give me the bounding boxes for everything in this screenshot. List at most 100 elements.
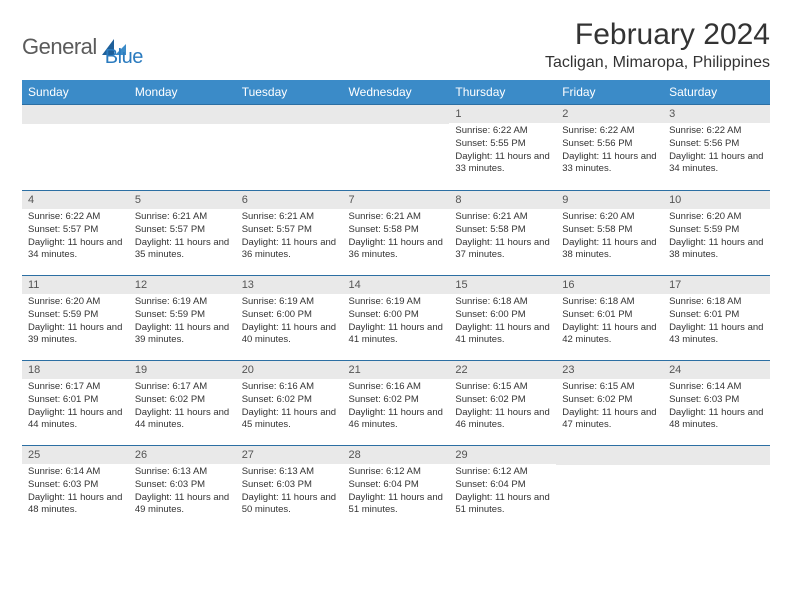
day-body [236,124,343,190]
day-body: Sunrise: 6:12 AMSunset: 6:04 PMDaylight:… [343,464,450,530]
sunset-text: Sunset: 6:00 PM [349,309,444,322]
daylight-text: Daylight: 11 hours and 36 minutes. [242,237,337,263]
daylight-text: Daylight: 11 hours and 49 minutes. [135,492,230,518]
day-number: 13 [236,276,343,294]
day-body: Sunrise: 6:17 AMSunset: 6:02 PMDaylight:… [129,379,236,445]
day-body: Sunrise: 6:16 AMSunset: 6:02 PMDaylight:… [343,379,450,445]
day-cell: 5Sunrise: 6:21 AMSunset: 5:57 PMDaylight… [129,191,236,276]
daylight-text: Daylight: 11 hours and 47 minutes. [562,407,657,433]
day-number: 7 [343,191,450,209]
day-cell: 29Sunrise: 6:12 AMSunset: 6:04 PMDayligh… [449,446,556,532]
daylight-text: Daylight: 11 hours and 38 minutes. [669,237,764,263]
day-cell: 20Sunrise: 6:16 AMSunset: 6:02 PMDayligh… [236,361,343,446]
daylight-text: Daylight: 11 hours and 48 minutes. [28,492,123,518]
day-cell: 10Sunrise: 6:20 AMSunset: 5:59 PMDayligh… [663,191,770,276]
daylight-text: Daylight: 11 hours and 34 minutes. [669,151,764,177]
sunrise-text: Sunrise: 6:14 AM [669,381,764,394]
sunrise-text: Sunrise: 6:12 AM [455,466,550,479]
day-body: Sunrise: 6:12 AMSunset: 6:04 PMDaylight:… [449,464,556,530]
sunset-text: Sunset: 6:01 PM [562,309,657,322]
day-number: 4 [22,191,129,209]
day-cell: 24Sunrise: 6:14 AMSunset: 6:03 PMDayligh… [663,361,770,446]
day-number-band [343,105,450,124]
day-body: Sunrise: 6:14 AMSunset: 6:03 PMDaylight:… [22,464,129,530]
day-cell: 13Sunrise: 6:19 AMSunset: 6:00 PMDayligh… [236,276,343,361]
sunset-text: Sunset: 5:58 PM [349,224,444,237]
day-cell: 6Sunrise: 6:21 AMSunset: 5:57 PMDaylight… [236,191,343,276]
daylight-text: Daylight: 11 hours and 38 minutes. [562,237,657,263]
sunrise-text: Sunrise: 6:18 AM [562,296,657,309]
week-row: 25Sunrise: 6:14 AMSunset: 6:03 PMDayligh… [22,446,770,532]
dow-row: Sunday Monday Tuesday Wednesday Thursday… [22,80,770,105]
day-number: 5 [129,191,236,209]
sunset-text: Sunset: 6:00 PM [455,309,550,322]
daylight-text: Daylight: 11 hours and 36 minutes. [349,237,444,263]
day-number: 9 [556,191,663,209]
day-body: Sunrise: 6:13 AMSunset: 6:03 PMDaylight:… [129,464,236,530]
day-body: Sunrise: 6:18 AMSunset: 6:01 PMDaylight:… [663,294,770,360]
sunrise-text: Sunrise: 6:20 AM [562,211,657,224]
sunrise-text: Sunrise: 6:12 AM [349,466,444,479]
sunrise-text: Sunrise: 6:14 AM [28,466,123,479]
day-cell: 4Sunrise: 6:22 AMSunset: 5:57 PMDaylight… [22,191,129,276]
day-number: 23 [556,361,663,379]
day-number: 18 [22,361,129,379]
day-cell: 22Sunrise: 6:15 AMSunset: 6:02 PMDayligh… [449,361,556,446]
day-body: Sunrise: 6:21 AMSunset: 5:58 PMDaylight:… [449,209,556,275]
sunrise-text: Sunrise: 6:21 AM [349,211,444,224]
day-body: Sunrise: 6:13 AMSunset: 6:03 PMDaylight:… [236,464,343,530]
sunrise-text: Sunrise: 6:15 AM [455,381,550,394]
day-cell: 26Sunrise: 6:13 AMSunset: 6:03 PMDayligh… [129,446,236,532]
calendar-body: 1 Sunrise: 6:22 AM Sunset: 5:55 PM Daylight… [22,105,770,532]
day-number: 1 [449,105,556,123]
day-body: Sunrise: 6:19 AMSunset: 6:00 PMDaylight:… [236,294,343,360]
sunset-text: Sunset: 6:04 PM [349,479,444,492]
sunset-text: Sunset: 6:02 PM [562,394,657,407]
day-body: Sunrise: 6:17 AMSunset: 6:01 PMDaylight:… [22,379,129,445]
day-body: Sunrise: 6:18 AMSunset: 6:01 PMDaylight:… [556,294,663,360]
calendar-table: Sunday Monday Tuesday Wednesday Thursday… [22,80,770,531]
day-body: Sunrise: 6:16 AMSunset: 6:02 PMDaylight:… [236,379,343,445]
day-body: Sunrise: 6:15 AMSunset: 6:02 PMDaylight:… [449,379,556,445]
day-number: 26 [129,446,236,464]
day-body [663,465,770,531]
sunrise-text: Sunrise: 6:21 AM [135,211,230,224]
day-body: Sunrise: 6:20 AMSunset: 5:58 PMDaylight:… [556,209,663,275]
sunrise-text: Sunrise: 6:16 AM [349,381,444,394]
dow-thursday: Thursday [449,80,556,105]
sunrise-text: Sunrise: 6:22 AM [28,211,123,224]
day-number-band [556,446,663,465]
sunrise-text: Sunrise: 6:17 AM [135,381,230,394]
day-cell: 9Sunrise: 6:20 AMSunset: 5:58 PMDaylight… [556,191,663,276]
sunrise-text: Sunrise: 6:22 AM [669,125,764,138]
logo-word1: General [22,34,97,60]
daylight-text: Daylight: 11 hours and 46 minutes. [455,407,550,433]
day-body: Sunrise: 6:18 AMSunset: 6:00 PMDaylight:… [449,294,556,360]
daylight-text: Daylight: 11 hours and 33 minutes. [562,151,657,177]
daylight-text: Daylight: 11 hours and 51 minutes. [455,492,550,518]
day-body: Sunrise: 6:21 AMSunset: 5:58 PMDaylight:… [343,209,450,275]
day-body: Sunrise: 6:20 AMSunset: 5:59 PMDaylight:… [22,294,129,360]
daylight-text: Daylight: 11 hours and 37 minutes. [455,237,550,263]
sunrise-text: Sunrise: 6:20 AM [28,296,123,309]
day-cell: 23Sunrise: 6:15 AMSunset: 6:02 PMDayligh… [556,361,663,446]
daylight-text: Daylight: 11 hours and 45 minutes. [242,407,337,433]
sunrise-text: Sunrise: 6:21 AM [242,211,337,224]
sunset-text: Sunset: 5:56 PM [669,138,764,151]
sunrise-text: Sunrise: 6:19 AM [135,296,230,309]
sunset-text: Sunset: 5:55 PM [455,138,550,151]
month-title: February 2024 [545,18,770,52]
day-cell: 17Sunrise: 6:18 AMSunset: 6:01 PMDayligh… [663,276,770,361]
day-body [129,124,236,190]
daylight-text: Daylight: 11 hours and 41 minutes. [349,322,444,348]
sunset-text: Sunset: 6:02 PM [242,394,337,407]
daylight-text: Daylight: 11 hours and 44 minutes. [135,407,230,433]
day-body: Sunrise: 6:15 AMSunset: 6:02 PMDaylight:… [556,379,663,445]
day-number: 20 [236,361,343,379]
day-cell: 1Sunrise: 6:22 AMSunset: 5:55 PMDaylight… [449,105,556,191]
dow-sunday: Sunday [22,80,129,105]
sunset-text: Sunset: 6:02 PM [135,394,230,407]
sunrise-text: Sunrise: 6:13 AM [242,466,337,479]
day-cell: 28Sunrise: 6:12 AMSunset: 6:04 PMDayligh… [343,446,450,532]
day-cell: 21Sunrise: 6:16 AMSunset: 6:02 PMDayligh… [343,361,450,446]
